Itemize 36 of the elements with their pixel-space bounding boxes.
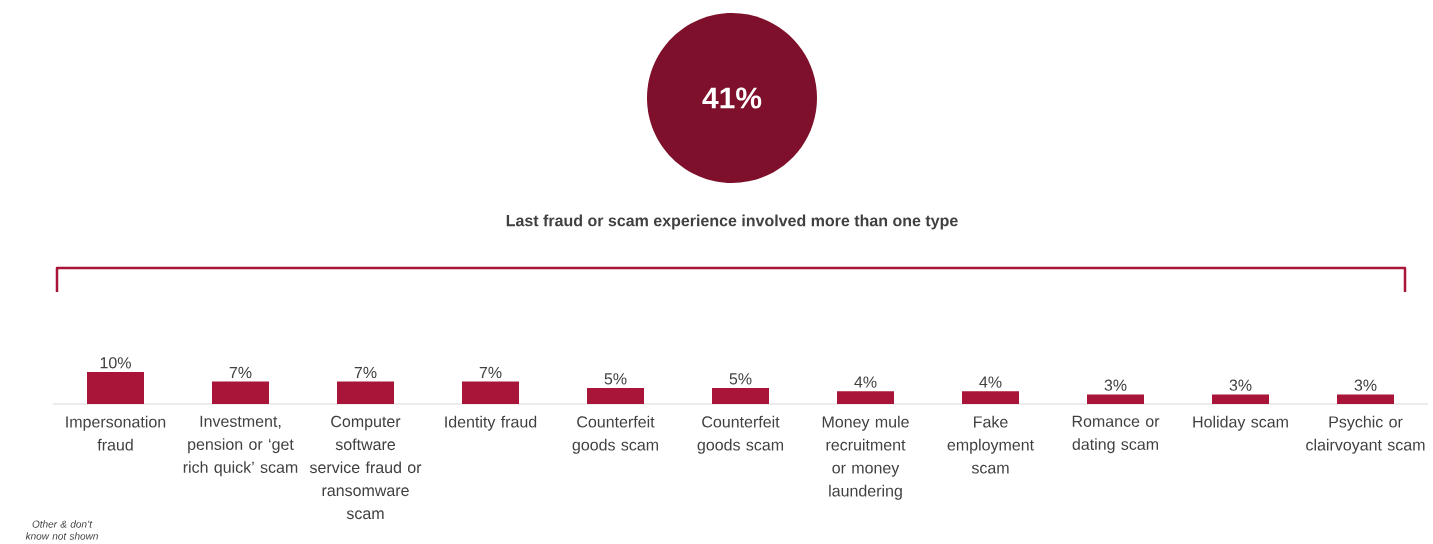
bar	[337, 381, 395, 404]
x-tick-label: Counterfeit goods scam	[697, 415, 783, 454]
data-label: 4%	[979, 376, 1002, 388]
text: 41%	[702, 87, 762, 109]
x-tick-label: Holiday scam	[1193, 415, 1288, 431]
data-label: 7%	[354, 366, 377, 379]
bar	[462, 381, 519, 404]
x-tick-label: Computer software service fraud or ransomware scam	[309, 415, 422, 520]
bar	[1337, 394, 1395, 404]
x-tick-label: Counterfeit goods scam	[572, 415, 658, 454]
data-label: 5%	[729, 373, 752, 385]
chart-title: Last fraud or scam experience involved more than one type	[506, 214, 958, 230]
bar	[837, 391, 895, 404]
x-tick-label: Psychic or clairvoyant scam	[1306, 415, 1425, 454]
data-label: 7%	[479, 366, 502, 379]
bar	[87, 372, 144, 404]
bar	[962, 391, 1020, 404]
x-tick-label: Money mule recruitment or money laundering	[822, 415, 909, 500]
text: Other & don’t know not shown	[25, 520, 98, 540]
x-tick-label: Identity fraud	[445, 415, 537, 431]
bar	[1212, 394, 1270, 404]
x-tick-label: Romance or dating scam	[1072, 415, 1160, 454]
x-tick-label: Fake employment scam	[947, 415, 1034, 474]
bar	[587, 388, 645, 404]
data-label: 4%	[854, 376, 877, 388]
data-label: 5%	[604, 373, 627, 385]
data-label: 3%	[1354, 379, 1377, 391]
bar	[212, 381, 270, 404]
x-tick-label: Impersonation fraud	[66, 415, 166, 451]
data-label: 7%	[229, 366, 252, 379]
bar	[1087, 394, 1145, 404]
data-label: 10%	[100, 357, 131, 369]
data-label: 3%	[1104, 379, 1127, 391]
x-tick-label: Investment, pension or ‘get rich quick’ scam	[183, 415, 298, 477]
data-label: 3%	[1229, 379, 1252, 391]
bar	[712, 388, 770, 404]
